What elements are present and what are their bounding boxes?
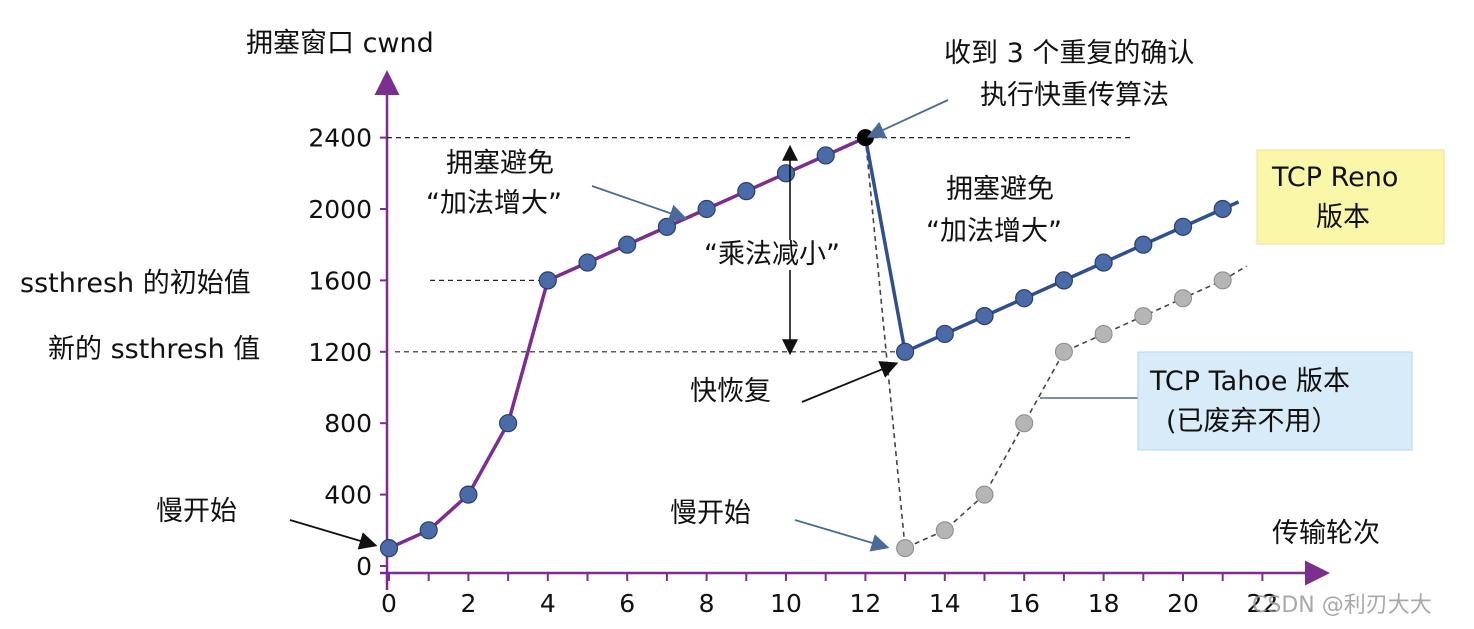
- tahoe-point: [1015, 414, 1034, 433]
- tahoe-line: [864, 137, 1224, 550]
- x-tick-label: 22: [1246, 589, 1278, 618]
- y-tick-label: 1200: [308, 338, 372, 367]
- tahoe-legend-box: TCP Tahoe 版本 (已废弃不用）: [1137, 351, 1413, 451]
- x-tick-label: 8: [699, 589, 715, 618]
- reno-point: [499, 414, 518, 433]
- reno-point: [419, 521, 438, 540]
- annotation-slow-start-2: 慢开始: [670, 498, 751, 529]
- reno-point: [975, 307, 994, 326]
- reno-point: [935, 324, 954, 344]
- annotation-congestion-avoidance-1a: 拥塞避免: [446, 148, 554, 179]
- annotation-ssthresh-new: 新的 ssthresh 值: [48, 334, 260, 365]
- x-tick-label: 6: [619, 589, 635, 618]
- y-ticks: 0 400 800 1200 1600 2000 2400: [308, 124, 387, 581]
- reno-point: [697, 199, 716, 219]
- annotation-congestion-avoidance-2a: 拥塞避免: [946, 174, 1054, 205]
- x-tick-label: 20: [1167, 589, 1199, 618]
- x-tick-label: 10: [770, 589, 802, 618]
- reno-point: [1094, 253, 1113, 272]
- tahoe-point: [975, 485, 994, 504]
- y-axis-label: 拥塞窗口 cwnd: [246, 28, 434, 59]
- arrow-dup-ack: [866, 99, 949, 139]
- y-tick-label: 2000: [308, 195, 372, 224]
- reno-point: [618, 235, 637, 254]
- reno-legend-line1: TCP Reno: [1271, 162, 1398, 193]
- tahoe-point: [1134, 307, 1153, 326]
- reno-point: [1134, 235, 1153, 254]
- annotation-congestion-avoidance-2b: “加法增大”: [926, 216, 1062, 247]
- reno-legend-line2: 版本: [1316, 202, 1370, 233]
- tahoe-point: [935, 521, 954, 540]
- watermark-text: CSDN @利刃大大: [1252, 593, 1432, 618]
- x-tick-label: 0: [381, 589, 397, 618]
- arrow-fast-recovery: [801, 361, 899, 403]
- y-tick-label: 2400: [308, 124, 372, 153]
- y-tick-label: 1600: [308, 266, 372, 295]
- reference-lines: [387, 137, 1130, 353]
- tahoe-legend-line2: (已废弃不用）: [1166, 406, 1339, 437]
- reno-point: [1213, 199, 1232, 219]
- x-tick-label: 2: [460, 589, 476, 618]
- annotation-dup-ack-2: 执行快重传算法: [980, 80, 1169, 111]
- x-tick-label: 4: [540, 589, 556, 618]
- reno-point: [1173, 217, 1193, 236]
- reno-point: [379, 539, 399, 558]
- annotation-fast-recovery: 快恢复: [690, 376, 771, 407]
- x-axis-label: 传输轮次: [1272, 518, 1380, 549]
- y-tick-label: 400: [324, 481, 372, 510]
- reno-line-phase2: [863, 137, 1224, 355]
- reno-point-peak: [856, 129, 874, 147]
- reno-point: [776, 164, 796, 183]
- reno-point: [737, 182, 756, 201]
- x-ticks: 0 2 4 6 8 10 12 14 16 18 20 22: [381, 573, 1278, 618]
- reno-point: [538, 271, 557, 290]
- tahoe-legend-line1: TCP Tahoe 版本: [1149, 366, 1350, 397]
- arrow-congestion-avoidance-1: [591, 185, 688, 222]
- annotation-ssthresh-initial: ssthresh 的初始值: [20, 268, 251, 299]
- x-tick-label: 16: [1008, 589, 1040, 618]
- annotation-multiplicative-decrease: “乘法减小”: [704, 239, 840, 270]
- tahoe-point: [1054, 342, 1073, 361]
- arrow-slow-start-1: [289, 519, 378, 550]
- x-tick-label: 12: [849, 589, 881, 618]
- annotation-dup-ack-1: 收到 3 个重复的确认: [944, 38, 1194, 69]
- tahoe-point: [1174, 289, 1192, 308]
- annotation-congestion-avoidance-1b: “加法增大”: [426, 188, 562, 219]
- tahoe-point: [896, 539, 915, 558]
- reno-point: [578, 253, 597, 272]
- series-reno: [379, 129, 1240, 558]
- reno-point: [1054, 271, 1074, 290]
- tahoe-point: [1094, 324, 1113, 343]
- annotation-slow-start-1: 慢开始: [156, 496, 237, 527]
- series-tahoe: [864, 137, 1247, 558]
- x-tick-label: 14: [929, 589, 961, 618]
- arrow-slow-start-2: [794, 519, 890, 552]
- reno-point: [657, 217, 677, 236]
- reno-point: [895, 342, 915, 361]
- y-tick-label: 0: [356, 552, 372, 581]
- y-tick-label: 800: [324, 409, 372, 438]
- reno-point: [816, 146, 835, 165]
- reno-legend-box: TCP Reno 版本: [1256, 149, 1445, 245]
- reno-point: [1015, 289, 1034, 308]
- x-tick-label: 18: [1088, 589, 1120, 618]
- reno-point: [459, 485, 478, 504]
- tahoe-point: [1213, 271, 1232, 290]
